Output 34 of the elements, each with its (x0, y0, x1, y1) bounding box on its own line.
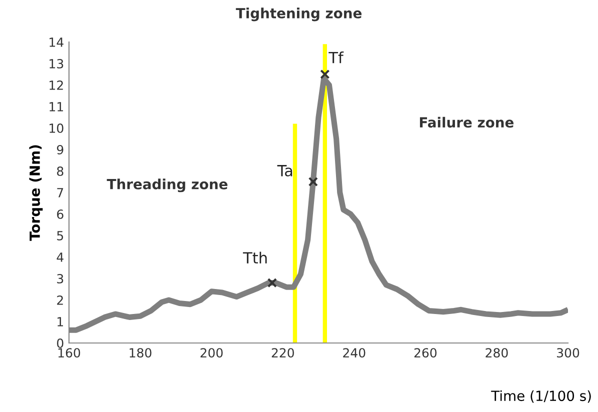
y-tick-label: 12 (50, 80, 63, 90)
y-tick-label: 4 (56, 252, 64, 262)
text: Tightening zone (236, 8, 362, 22)
y-tick-label: 13 (50, 58, 64, 68)
x-axis-title: Time (1/100 s) (491, 390, 591, 403)
x-tick-label: 180 (130, 348, 152, 358)
y-tick-label: 0 (57, 338, 64, 348)
y-tick-label: 6 (57, 209, 64, 219)
annotation: Failure zone (420, 116, 514, 128)
y-tick-label: 7 (57, 188, 64, 198)
y-tick-label: 14 (50, 38, 64, 47)
x-tick-label: 240 (343, 348, 366, 358)
y-tick-label: 1 (58, 317, 63, 326)
annotation: Tf (328, 52, 344, 64)
x-tick-label: 200 (200, 348, 223, 358)
y-tick-label: 5 (57, 231, 64, 240)
x-tick-label: 220 (272, 348, 294, 358)
y-tick-label: 11 (50, 102, 63, 112)
x-tick-label: 260 (414, 348, 437, 358)
y-tick-label: 9 (56, 144, 64, 154)
x-tick-label: 280 (486, 348, 508, 358)
y-tick-label: 10 (50, 123, 64, 133)
point (267, 278, 278, 288)
y-tick-label: 8 (57, 166, 64, 176)
x-tick-label: 160 (58, 348, 80, 358)
x-tick-label: 300 (557, 348, 580, 358)
point (308, 176, 318, 187)
y-tick-label: 3 (57, 274, 64, 284)
y-tick-label: 2 (57, 295, 63, 305)
point (320, 69, 330, 80)
y-axis-title: Torque (Nm) (29, 145, 43, 241)
annotation: Threading zone (106, 178, 228, 192)
annotation: Ta (277, 165, 292, 176)
annotation: Tth (242, 252, 267, 264)
